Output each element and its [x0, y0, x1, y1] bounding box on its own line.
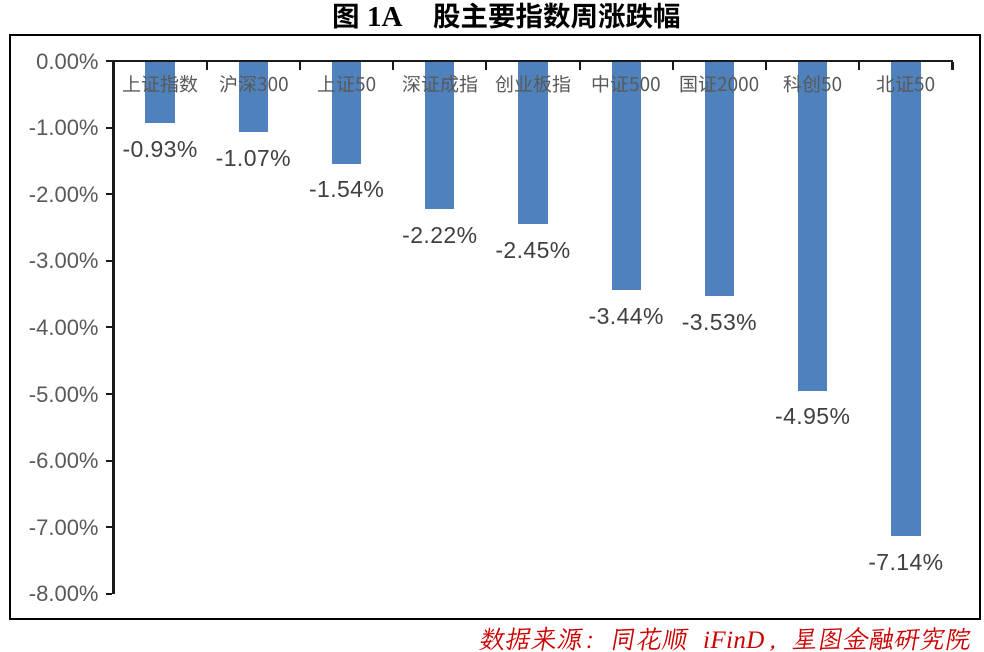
- svg-text:1A: 1A: [367, 1, 403, 33]
- svg-text:iFinD: iFinD: [703, 627, 765, 652]
